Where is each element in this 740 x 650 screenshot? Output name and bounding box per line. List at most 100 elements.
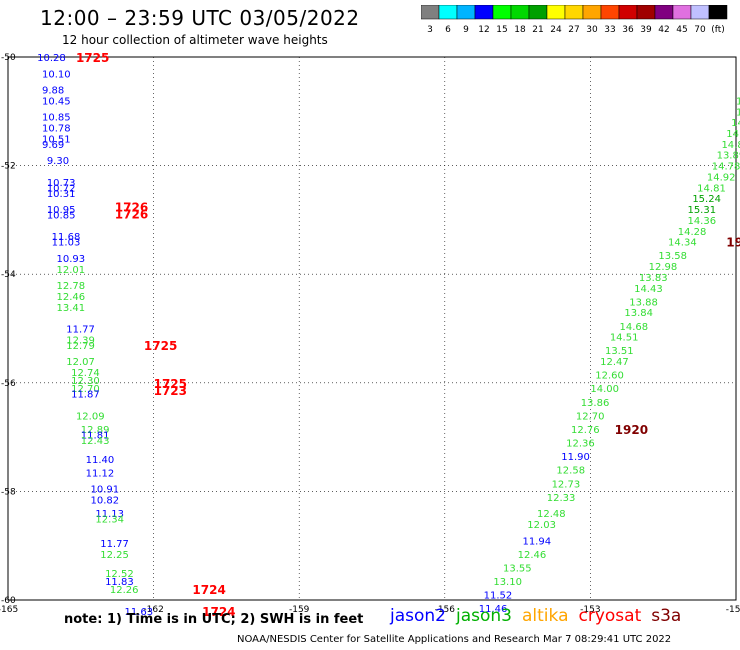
wave-height-label: 12.34 [95,515,124,526]
colorbar-label: 36 [622,25,634,35]
colorbar-label: 33 [604,25,615,35]
wave-height-label: 14.78 [712,162,740,173]
wave-height-label: 11.77 [66,325,95,336]
pass-time-label: 1726 [115,200,148,214]
satellite-legend-s3a: s3a [651,606,682,626]
wave-height-label: 10.31 [47,189,76,200]
colorbar-label: 6 [445,25,451,35]
wave-height-label: 10.78 [42,124,71,135]
latitude-tick-label: -54 [1,270,16,280]
wave-height-label: 12.89 [81,425,110,436]
colorbar-swatch [708,5,728,20]
wave-height-label: 11.90 [561,452,590,463]
wave-height-label: 11.68 [52,232,81,243]
footer-note: note: 1) Time is in UTC; 2) SWH is in fe… [64,612,364,627]
latitude-tick-label: -52 [1,162,16,172]
wave-height-label: 11.87 [71,390,100,401]
wave-height-label: 12.78 [57,281,86,292]
wave-height-label: 12.73 [552,479,581,490]
wave-height-label: 12.09 [76,411,105,422]
color-scale-legend: 3 6 9 12 15 18 21 24 27 30 33 36 39 42 45 70 (ft) [421,5,728,35]
wave-height-label: 9.88 [42,86,64,97]
satellite-legend-altika: altika [522,606,569,626]
colorbar-label: 39 [640,25,652,35]
wave-height-label: 13.58 [658,251,687,262]
wave-height-label: 12.26 [110,585,139,596]
colorbar-label: 30 [586,25,598,35]
colorbar-label: 70 [694,25,706,35]
wave-height-label: 12.46 [57,292,86,303]
wave-height-label: 12.30 [71,376,100,387]
wave-height-label: 12.25 [100,550,129,561]
wave-height-label: 10.72 [47,183,76,194]
wave-height-label: 12.48 [537,509,566,520]
wave-height-label: 10.85 [47,210,76,221]
wave-height-label: 9.69 [42,140,64,151]
wave-height-label: 10.10 [42,69,71,80]
colorbar-label: 12 [478,25,489,35]
wave-height-label: 14.51 [610,333,639,344]
longitude-tick-label: -159 [289,605,310,615]
wave-height-label: 11.81 [81,430,110,441]
wave-height-label: 11.40 [86,455,115,466]
pass-time-label: 1920 [615,423,648,437]
satellite-legend: jason2 jason3 altika cryosat s3a [390,606,691,626]
wave-height-label: 10.95 [47,205,76,216]
wave-height-label: 12.70 [576,411,605,422]
colorbar-label: 9 [463,25,469,35]
wave-height-label: 12.01 [57,265,86,276]
wave-height-label: 14.28 [678,227,707,238]
wave-height-label: 11.63 [124,607,153,618]
wave-height-label: 12.43 [81,436,110,447]
wave-height-label: 14.34 [668,238,697,249]
wave-height-label: 12.70 [71,384,100,395]
wave-height-label: 14.81 [697,183,726,194]
colorbar-label: (ft) [711,25,725,35]
colorbar-label: 27 [568,25,579,35]
wave-height-label: 14. [731,118,740,129]
wave-height-label: 13.88 [629,297,658,308]
wave-height-label: 12.79 [66,341,95,352]
latitude-tick-label: -50 [1,53,16,63]
wave-height-label: 12.74 [71,368,100,379]
latitude-tick-label: -58 [1,487,16,497]
pass-time-label: 1725 [144,339,177,353]
wave-height-label: 13.10 [493,577,522,588]
footer-credit: NOAA/NESDIS Center for Satellite Applica… [237,634,672,645]
pass-time-label: 1724 [202,605,235,619]
wave-height-label: 12.60 [595,371,624,382]
wave-height-label: 14.00 [590,384,619,395]
latitude-tick-label: -56 [1,379,16,389]
wave-height-label: 15.31 [687,205,716,216]
wave-height-label: 14.80 [721,140,740,151]
wave-height-label: 12.52 [105,569,134,580]
colorbar-label: 21 [532,25,543,35]
wave-height-label: 12.03 [527,520,556,531]
latitude-tick-label: -60 [1,596,16,606]
pass-time-label: 1726 [115,207,148,221]
wave-height-label: 13.89 [717,151,740,162]
satellite-legend-jason3: jason3 [456,606,512,626]
colorbar-label: 3 [427,25,433,35]
map-frame [7,56,737,601]
wave-height-label: 11.94 [522,536,551,547]
wave-height-label: 11.77 [100,539,129,550]
wave-height-label: 14.92 [707,172,736,183]
wave-height-label: 11.46 [479,604,508,615]
pass-time-label: 1723 [154,384,187,398]
pass-time-label: 1725 [154,377,187,391]
pass-time-label: 1725 [76,51,109,65]
wave-height-label: 10.28 [37,53,66,64]
wave-height-label: 15.24 [692,194,721,205]
satellite-legend-jason2: jason2 [390,606,446,626]
wave-height-label: 14.68 [620,322,649,333]
wave-height-label: 9.30 [47,156,69,167]
wave-height-label: 11.13 [95,509,124,520]
wave-height-label: 10.91 [91,485,120,496]
longitude-tick-label: -153 [580,605,600,615]
wave-height-label: 11.83 [105,577,134,588]
wave-height-label: 10.73 [47,178,76,189]
longitude-tick-label: -156 [435,605,456,615]
wave-height-label: 11.52 [484,591,513,602]
